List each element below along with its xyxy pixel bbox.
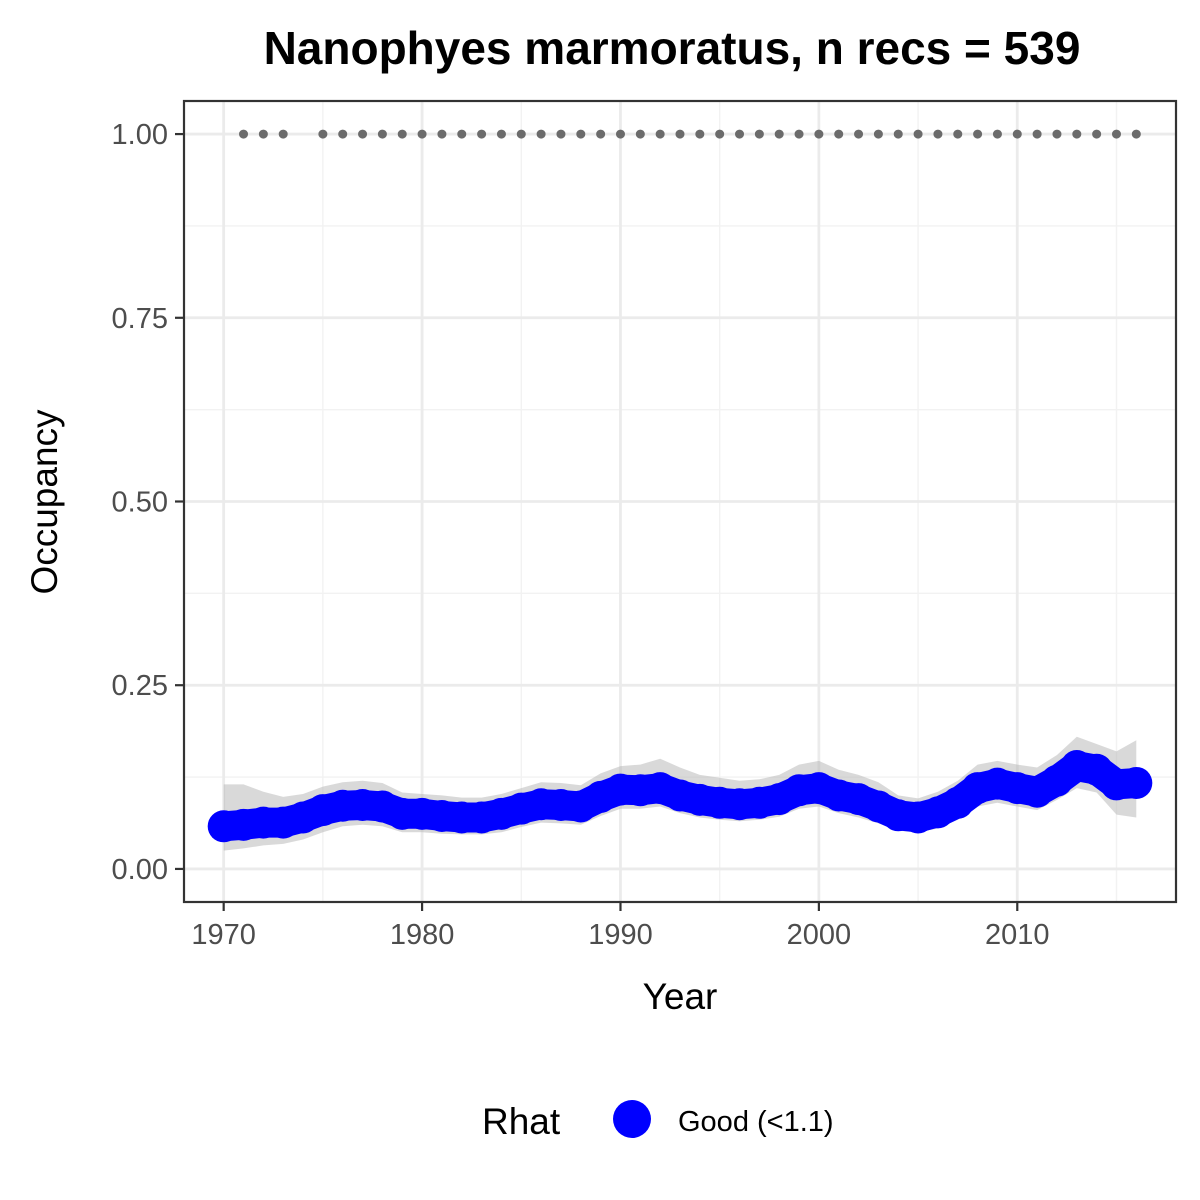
observed-year-dot — [496, 129, 506, 139]
x-tick-label: 1980 — [390, 919, 455, 951]
observed-year-dot — [516, 129, 526, 139]
observed-year-dot — [278, 129, 288, 139]
legend-key-good — [613, 1100, 651, 1138]
observed-year-dot — [457, 129, 467, 139]
observed-year-dot — [834, 129, 844, 139]
observed-year-dot — [814, 129, 824, 139]
y-axis-title: Occupancy — [24, 409, 65, 595]
observed-year-dot — [377, 129, 387, 139]
observed-year-dot — [953, 129, 963, 139]
observed-year-dot — [358, 129, 368, 139]
observed-year-dot — [338, 129, 348, 139]
plot-panel — [182, 99, 1178, 904]
observed-year-dot — [615, 129, 625, 139]
y-tick-label: 0.50 — [112, 487, 168, 519]
x-tick-label: 2000 — [787, 919, 852, 951]
observed-year-dot — [1012, 129, 1022, 139]
observed-year-dot — [1032, 129, 1042, 139]
observed-year-dot — [635, 129, 645, 139]
x-tick-label: 2010 — [985, 919, 1050, 951]
observed-year-dot — [417, 129, 427, 139]
observed-year-dot — [1072, 129, 1082, 139]
observed-year-dot — [258, 129, 268, 139]
y-tick-label: 0.25 — [112, 670, 168, 702]
chart-title: Nanophyes marmoratus, n recs = 539 — [264, 22, 1081, 74]
observed-year-dot — [992, 129, 1002, 139]
y-tick-label: 0.75 — [112, 303, 168, 335]
observed-year-dot — [239, 129, 249, 139]
observed-year-dot — [675, 129, 685, 139]
legend-label-good: Good (<1.1) — [678, 1106, 834, 1138]
observed-year-dot — [1131, 129, 1141, 139]
observed-year-dot — [715, 129, 725, 139]
observed-year-dot — [1092, 129, 1102, 139]
observed-year-dot — [973, 129, 983, 139]
observed-year-dot — [556, 129, 566, 139]
observed-year-dot — [655, 129, 665, 139]
x-axis-title: Year — [643, 976, 718, 1017]
observed-year-dot — [754, 129, 764, 139]
observed-year-dot — [774, 129, 784, 139]
observed-year-dot — [596, 129, 606, 139]
occupancy-points-layer — [207, 750, 1153, 843]
y-tick-label: 0.00 — [112, 854, 168, 886]
observed-year-dot — [893, 129, 903, 139]
occupancy-point — [1120, 766, 1153, 799]
observed-year-dot — [437, 129, 447, 139]
observed-year-dot — [873, 129, 883, 139]
observed-year-dot — [1111, 129, 1121, 139]
observed-year-dot — [477, 129, 487, 139]
observed-year-dot — [536, 129, 546, 139]
x-tick-label: 1970 — [191, 919, 256, 951]
x-tick-label: 1990 — [588, 919, 653, 951]
observed-years-layer — [239, 129, 1141, 139]
observed-year-dot — [397, 129, 407, 139]
y-axis: 0.00 0.25 0.50 0.75 1.00 — [112, 119, 184, 886]
observed-year-dot — [913, 129, 923, 139]
observed-year-dot — [794, 129, 804, 139]
legend-title: Rhat — [482, 1101, 561, 1142]
grid-lines — [184, 101, 1176, 902]
observed-year-dot — [933, 129, 943, 139]
observed-year-dot — [735, 129, 745, 139]
observed-year-dot — [318, 129, 328, 139]
observed-year-dot — [1052, 129, 1062, 139]
x-axis: 1970 1980 1990 2000 2010 — [191, 902, 1050, 951]
observed-year-dot — [695, 129, 705, 139]
y-tick-label: 1.00 — [112, 119, 168, 151]
observed-year-dot — [854, 129, 864, 139]
legend: Rhat Good (<1.1) — [482, 1100, 834, 1142]
observed-year-dot — [576, 129, 586, 139]
